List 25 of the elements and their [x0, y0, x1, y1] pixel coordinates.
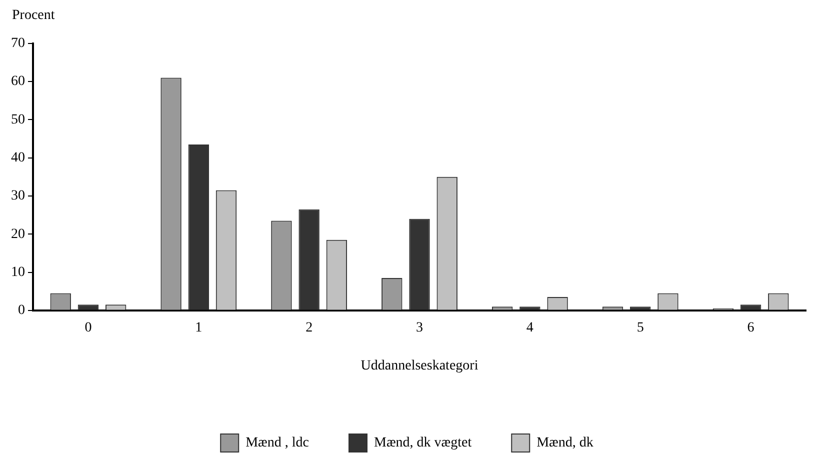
y-tick-label: 70 [11, 36, 25, 52]
x-tick-label: 0 [84, 320, 92, 336]
y-tick-label: 0 [18, 303, 25, 318]
x-tick-label: 1 [195, 320, 202, 336]
bar [188, 144, 209, 310]
y-tick-label: 20 [11, 226, 25, 242]
y-tick-label: 30 [11, 188, 25, 204]
y-tick-label: 40 [11, 150, 25, 166]
x-tick-label: 2 [306, 320, 313, 336]
y-axis-title: Procent [12, 8, 56, 25]
legend-label: Mænd, dk [536, 436, 594, 451]
bar [409, 218, 430, 310]
legend-label: Mænd, dk vægtet [374, 436, 472, 451]
x-axis-title: Uddannelseskategori [360, 358, 478, 374]
x-tick-label: 6 [747, 320, 754, 336]
y-tick-label: 10 [11, 264, 25, 280]
y-tick-label: 60 [11, 74, 25, 90]
legend-label: Mænd , ldc [246, 436, 309, 451]
y-tick-label: 50 [11, 112, 25, 128]
bar [740, 304, 762, 310]
x-tick-label: 5 [636, 320, 644, 336]
x-tick-label: 4 [526, 320, 534, 336]
bar [78, 304, 99, 310]
x-tick-label: 3 [416, 320, 423, 336]
bar [298, 209, 320, 310]
